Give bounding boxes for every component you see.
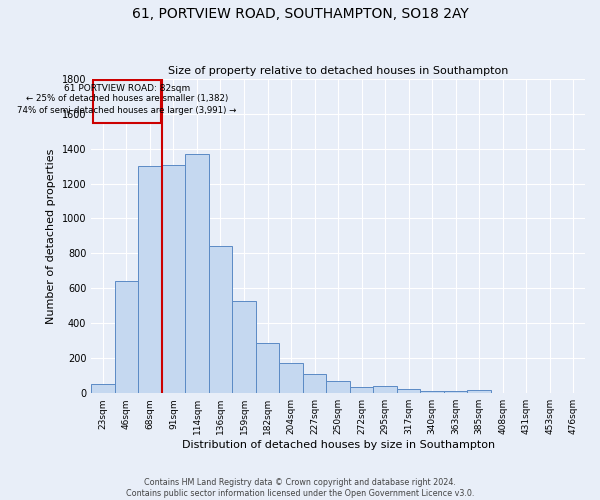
Bar: [350, 387, 373, 393]
Bar: [279, 362, 303, 393]
Bar: [444, 392, 467, 393]
Text: 74% of semi-detached houses are larger (3,991) →: 74% of semi-detached houses are larger (…: [17, 106, 236, 114]
X-axis label: Distribution of detached houses by size in Southampton: Distribution of detached houses by size …: [182, 440, 494, 450]
Title: Size of property relative to detached houses in Southampton: Size of property relative to detached ho…: [168, 66, 508, 76]
Bar: [373, 386, 397, 393]
Bar: [421, 390, 444, 393]
Text: 61 PORTVIEW ROAD: 82sqm: 61 PORTVIEW ROAD: 82sqm: [64, 84, 190, 93]
Bar: [209, 246, 232, 393]
Bar: [256, 344, 279, 393]
Y-axis label: Number of detached properties: Number of detached properties: [46, 148, 56, 324]
Bar: [91, 384, 115, 393]
Bar: [161, 165, 185, 393]
Bar: [115, 282, 138, 393]
Bar: [232, 302, 256, 393]
Bar: [185, 154, 209, 393]
Bar: [93, 80, 161, 123]
Bar: [138, 166, 161, 393]
Bar: [303, 374, 326, 393]
Text: ← 25% of detached houses are smaller (1,382): ← 25% of detached houses are smaller (1,…: [26, 94, 228, 104]
Bar: [467, 390, 491, 393]
Text: Contains HM Land Registry data © Crown copyright and database right 2024.
Contai: Contains HM Land Registry data © Crown c…: [126, 478, 474, 498]
Text: 61, PORTVIEW ROAD, SOUTHAMPTON, SO18 2AY: 61, PORTVIEW ROAD, SOUTHAMPTON, SO18 2AY: [131, 8, 469, 22]
Bar: [326, 382, 350, 393]
Bar: [397, 389, 421, 393]
